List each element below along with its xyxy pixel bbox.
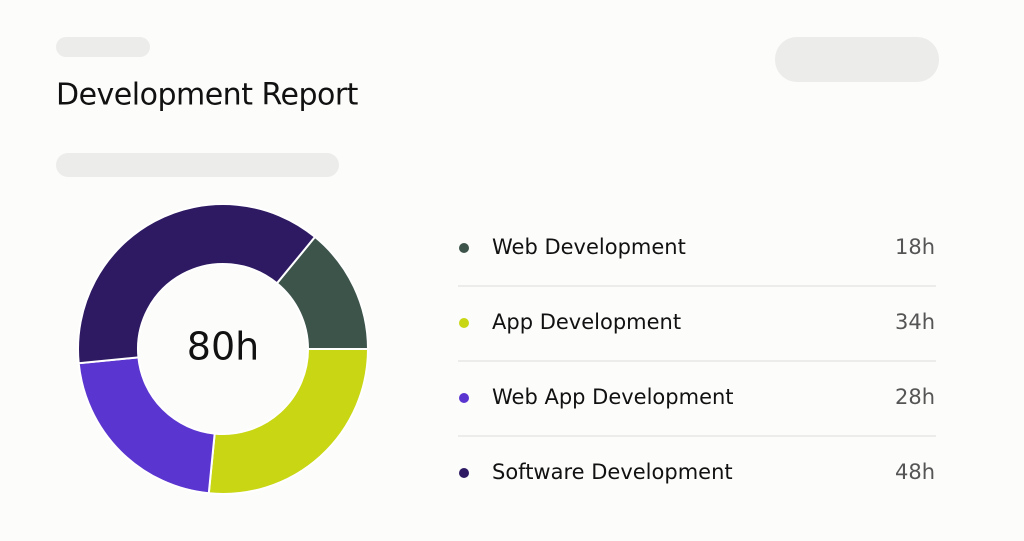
legend-dot (459, 393, 469, 403)
donut-segment (77, 203, 317, 365)
legend-label: App Development (492, 310, 681, 334)
legend-dot (459, 243, 469, 253)
legend-dot (459, 318, 469, 328)
legend-value: 18h (895, 235, 935, 259)
legend-dot (459, 468, 469, 478)
legend-value: 28h (895, 385, 935, 409)
donut-segment (207, 348, 370, 495)
placeholder-button (775, 37, 939, 82)
center-label: 80h (187, 325, 259, 369)
legend-label: Web Development (492, 235, 686, 259)
placeholder (56, 37, 150, 57)
placeholder (56, 153, 339, 177)
legend-label: Software Development (492, 460, 733, 484)
legend-label: Web App Development (492, 385, 734, 409)
chart-title: Development Report (56, 78, 359, 113)
legend-value: 34h (895, 310, 935, 334)
legend-value: 48h (895, 460, 935, 484)
